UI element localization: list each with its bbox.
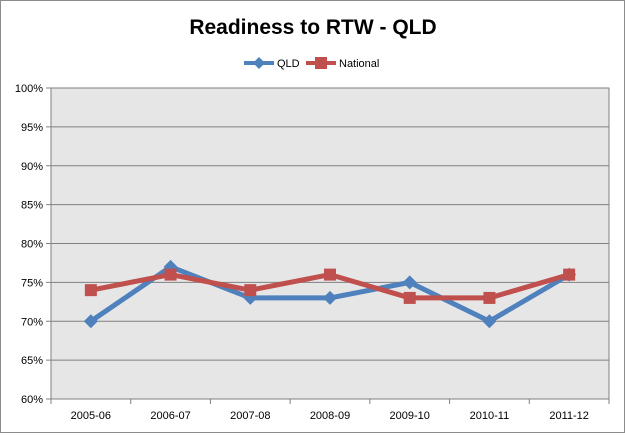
point-national-2011-12	[563, 268, 576, 281]
point-national-2005-06	[84, 284, 97, 297]
x-tick-label-2005-06: 2005-06	[71, 410, 111, 422]
point-national-2008-09	[324, 268, 336, 281]
legend-marker-national	[315, 57, 327, 69]
x-tick-label-2010-11: 2010-11	[470, 410, 510, 422]
point-qld-2009-10	[402, 275, 417, 290]
point-national-2006-07	[164, 268, 177, 281]
point-national-2010-11	[483, 291, 496, 304]
y-tick-label-5: 85%	[21, 200, 43, 212]
point-national-2009-10	[403, 291, 416, 304]
y-tick-label-2: 70%	[21, 316, 43, 328]
x-tick-label-2006-07: 2006-07	[150, 410, 190, 422]
plot-border	[50, 87, 610, 400]
legend: QLD National	[244, 57, 379, 70]
chart-title: Readiness to RTW - QLD	[189, 16, 436, 39]
legend-label-qld: QLD	[277, 58, 300, 70]
y-tick-label-0: 60%	[21, 394, 43, 406]
y-tick-label-7: 95%	[21, 122, 43, 134]
legend-marker-qld	[253, 57, 265, 69]
point-qld-2005-06	[83, 314, 98, 329]
legend-label-national: National	[339, 58, 379, 70]
legend-item-qld: QLD	[244, 57, 300, 70]
x-tick-label-2007-08: 2007-08	[230, 410, 270, 422]
y-tick-label-8: 100%	[15, 83, 43, 95]
x-tick-label-2008-09: 2008-09	[310, 410, 350, 422]
point-qld-2008-09	[323, 290, 337, 305]
legend-item-national: National	[306, 57, 379, 70]
point-qld-2010-11	[482, 314, 497, 329]
point-national-2007-08	[244, 284, 257, 297]
y-tick-label-4: 80%	[21, 239, 43, 251]
y-tick-label-1: 65%	[21, 355, 43, 367]
x-tick-label-2009-10: 2009-10	[390, 410, 430, 422]
plot-area: 60% 65% 70% 75% 80% 85% 90% 95% 100% 2005-06 2006-…	[15, 83, 610, 422]
y-tick-label-3: 75%	[21, 277, 43, 289]
x-tick-label-2011-12: 2011-12	[549, 410, 589, 422]
y-tick-label-6: 90%	[21, 161, 43, 173]
